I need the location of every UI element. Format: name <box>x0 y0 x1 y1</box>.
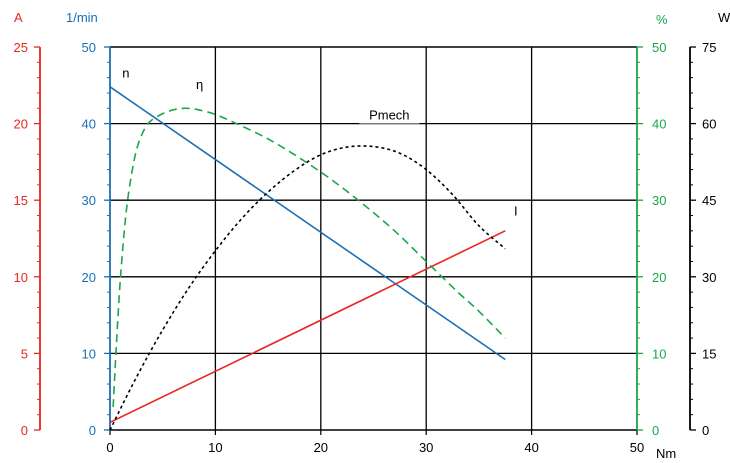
y-tick-label-efficiency: 0 <box>652 423 659 438</box>
y-tick-label-current: 20 <box>14 117 28 132</box>
y-tick-label-current: 0 <box>21 423 28 438</box>
x-tick-label: 20 <box>314 440 328 455</box>
y-tick-label-power: 0 <box>702 423 709 438</box>
y-axis-unit-efficiency: % <box>656 12 668 27</box>
y-tick-label-power: 75 <box>702 40 716 55</box>
y-tick-label-speed: 40 <box>82 117 96 132</box>
y-tick-label-efficiency: 20 <box>652 270 666 285</box>
series-line-current <box>109 230 506 424</box>
series <box>109 86 506 431</box>
y-tick-label-efficiency: 10 <box>652 346 666 361</box>
y-tick-label-current: 10 <box>14 270 28 285</box>
y-tick-label-power: 60 <box>702 117 716 132</box>
x-tick-label: 50 <box>630 440 644 455</box>
series-line-speed <box>109 86 506 361</box>
y-tick-label-current: 15 <box>14 193 28 208</box>
y-tick-label-speed: 20 <box>82 270 96 285</box>
y-tick-label-speed: 30 <box>82 193 96 208</box>
x-tick-label: 10 <box>208 440 222 455</box>
y-tick-label-efficiency: 30 <box>652 193 666 208</box>
y-tick-label-speed: 10 <box>82 346 96 361</box>
pmech-label-background <box>359 105 420 124</box>
y-axis-unit-speed: 1/min <box>66 10 98 25</box>
series-line-efficiency <box>112 107 506 408</box>
x-tick-label: 40 <box>524 440 538 455</box>
x-tick-label: 30 <box>419 440 433 455</box>
y-tick-label-speed: 50 <box>82 40 96 55</box>
y-tick-label-power: 15 <box>702 346 716 361</box>
y-tick-label-current: 25 <box>14 40 28 55</box>
y-tick-label-efficiency: 40 <box>652 117 666 132</box>
axes: 0 10 20 30 40 50 Nm 0 5 10 15 20 25 A 0 10 20 30 40 50 1/min… <box>14 10 730 461</box>
series-label-current: I <box>514 204 518 219</box>
y-axis-unit-power: W <box>718 10 730 25</box>
y-tick-label-power: 45 <box>702 193 716 208</box>
x-axis-unit: Nm <box>656 446 676 461</box>
y-tick-label-current: 5 <box>21 346 28 361</box>
y-tick-label-power: 30 <box>702 270 716 285</box>
x-tick-label: 0 <box>106 440 113 455</box>
y-axis-unit-current: A <box>14 10 23 25</box>
grid <box>110 46 637 431</box>
series-line-power <box>109 145 506 431</box>
y-tick-label-speed: 0 <box>89 423 96 438</box>
series-labels: n η Pmech I <box>122 66 517 219</box>
y-tick-label-efficiency: 50 <box>652 40 666 55</box>
series-label-efficiency: η <box>196 77 203 92</box>
series-label-speed: n <box>122 66 129 81</box>
series-label-pmech: Pmech <box>369 107 409 122</box>
